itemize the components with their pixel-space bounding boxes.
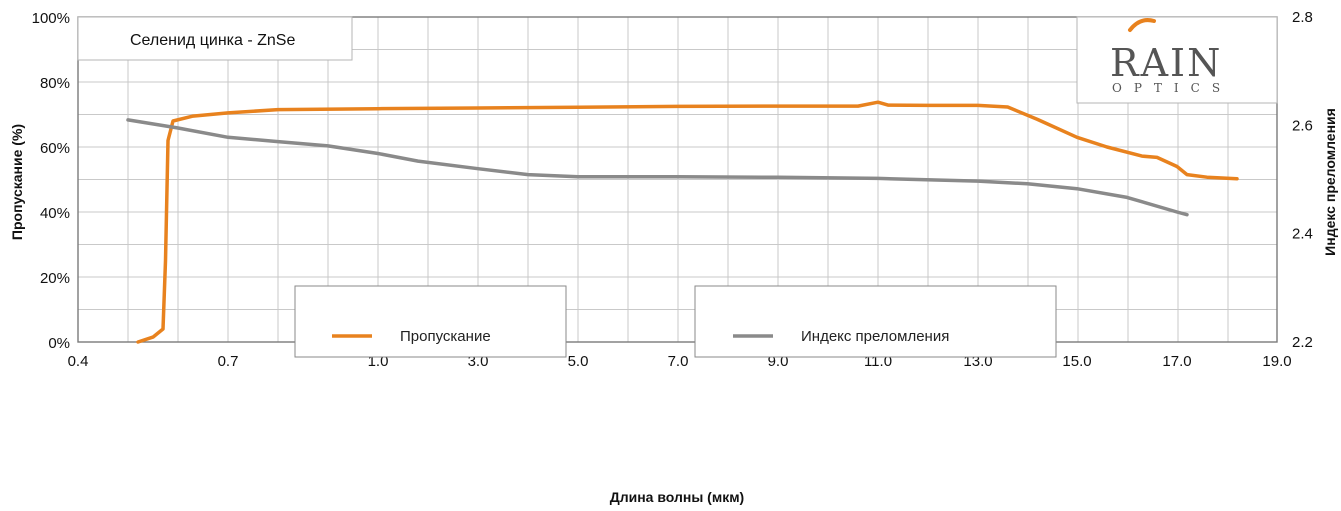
- series-lines: [126, 100, 1239, 344]
- x-tick-label: 7.0: [668, 353, 689, 370]
- y-tick-label: 0%: [48, 335, 70, 352]
- legend-transmission: Пропускание: [294, 285, 567, 358]
- x-tick-label: 15.0: [1062, 353, 1091, 370]
- y2-tick-label: 2.4: [1292, 226, 1313, 243]
- y2-axis-title: Индекс преломления: [1322, 108, 1338, 256]
- y-tick-label: 80%: [40, 75, 70, 92]
- x-tick-label: 0.7: [218, 353, 239, 370]
- y2-tick-label: 2.6: [1292, 117, 1313, 134]
- logo-sub-text: OPTICS: [1112, 81, 1232, 95]
- x-tick-label: 17.0: [1162, 353, 1191, 370]
- x-tick-label: 19.0: [1262, 353, 1291, 370]
- logo-main-text: RAIN: [1110, 41, 1222, 85]
- y-tick-label: 60%: [40, 140, 70, 157]
- y-tick-label: 40%: [40, 205, 70, 222]
- x-tick-label: 5.0: [568, 353, 589, 370]
- legend-transmission-label: Пропускание: [400, 328, 491, 345]
- x-axis-title: Длина волны (мкм): [610, 489, 744, 505]
- y2-tick-label: 2.8: [1292, 9, 1313, 26]
- series-refractive-index-line: [126, 118, 1189, 217]
- y-tick-label: 100%: [32, 10, 70, 27]
- rain-optics-logo: RAIN OPTICS: [1076, 16, 1278, 104]
- y-axis-title: Пропускание (%): [9, 124, 25, 240]
- chart-title: Селенид цинка - ZnSe: [130, 32, 295, 49]
- title-box: Селенид цинка - ZnSe: [77, 16, 353, 61]
- y2-tick-label: 2.2: [1292, 334, 1313, 351]
- legend-refractive-index: Индекс преломления: [694, 285, 1057, 358]
- plot-frame: [77, 16, 1278, 343]
- x-tick-label: 0.4: [68, 353, 89, 370]
- legend-refractive-index-label: Индекс преломления: [801, 328, 949, 345]
- y-tick-label: 20%: [40, 270, 70, 287]
